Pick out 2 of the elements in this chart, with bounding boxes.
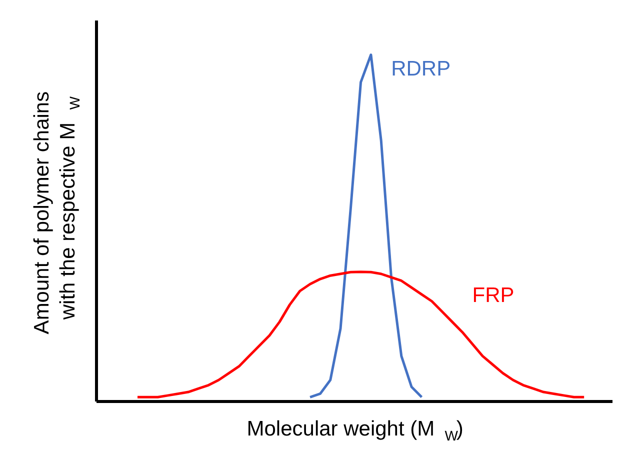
- series-label: RDRP: [391, 57, 451, 80]
- series-label: FRP: [472, 284, 514, 308]
